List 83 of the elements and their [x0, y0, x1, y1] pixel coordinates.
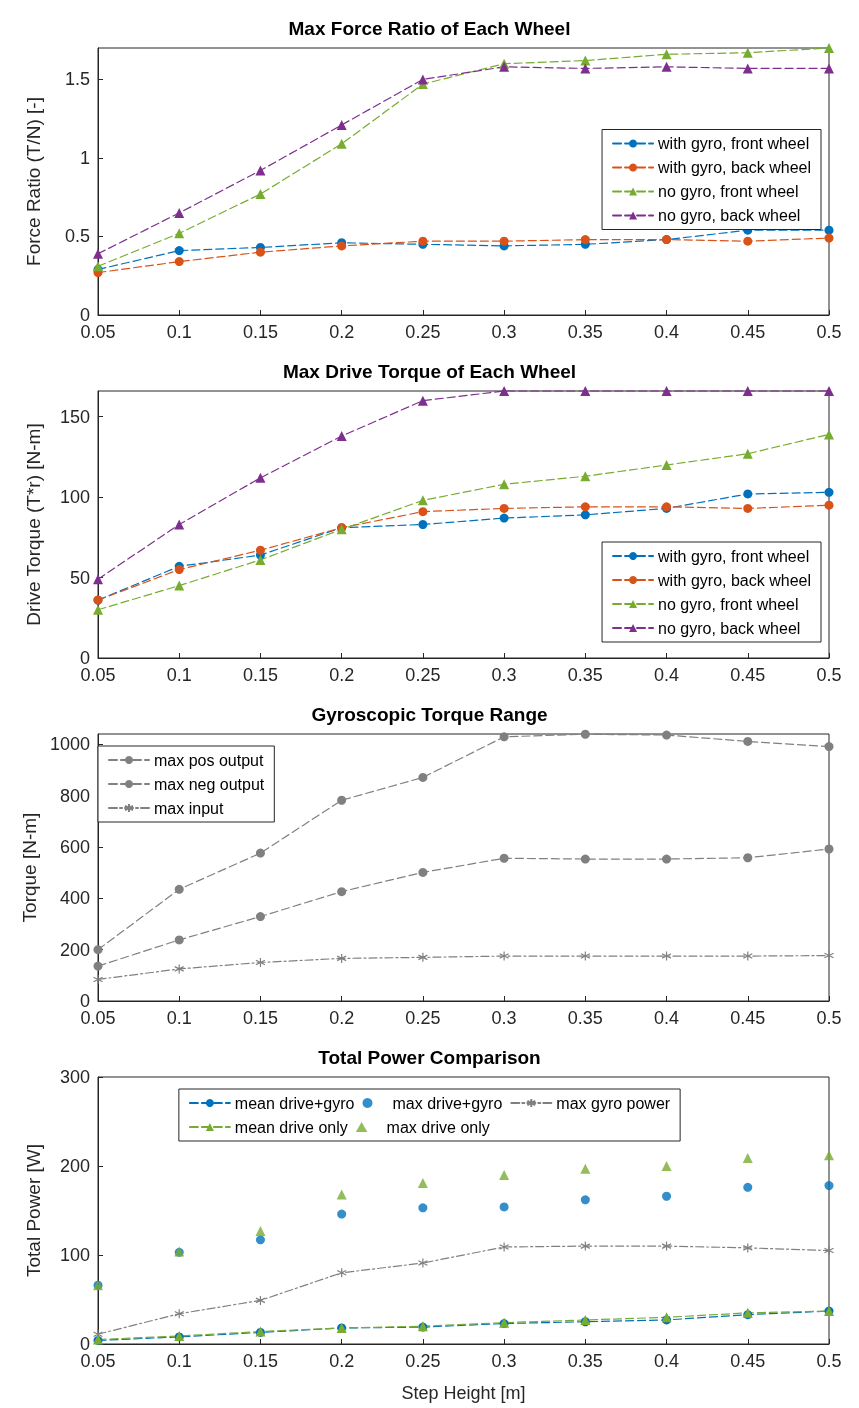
- y-tick-label: 300: [59, 1067, 90, 1087]
- legend-label: no gyro, back wheel: [658, 619, 801, 637]
- x-tick-label: 0.5: [816, 322, 842, 342]
- y-axis-title: Drive Torque (T*r) [N-m]: [23, 423, 44, 626]
- y-tick-label: 1: [79, 147, 90, 168]
- x-tick-label: 0.35: [567, 322, 603, 342]
- x-tick-label: 0.45: [730, 1351, 766, 1371]
- x-tick-label: 0.5: [816, 665, 842, 685]
- x-tick-label: 0.1: [166, 1008, 192, 1028]
- legend-label: max neg output: [154, 775, 265, 793]
- legend-label: max gyro power: [556, 1094, 671, 1112]
- chart-title: Total Power Comparison: [318, 1047, 541, 1068]
- y-tick-label: 0: [79, 1334, 90, 1354]
- x-tick-label: 0.3: [491, 1008, 517, 1028]
- legend-label: no gyro, front wheel: [658, 183, 799, 200]
- legend-label: max drive only: [386, 1118, 490, 1136]
- y-axis-title: Total Power [W]: [23, 1143, 44, 1278]
- x-tick-label: 0.35: [567, 1351, 603, 1371]
- legend-label: max drive+gyro: [392, 1094, 503, 1112]
- x-tick-label: 0.25: [405, 1351, 441, 1371]
- chart-title: Max Drive Torque of Each Wheel: [282, 361, 577, 382]
- x-tick-label: 0.2: [329, 665, 355, 685]
- x-tick-label: 0.25: [405, 665, 441, 685]
- x-tick-label: 0.5: [816, 1008, 842, 1028]
- x-tick-label: 0.05: [80, 322, 116, 342]
- chart-title: Max Force Ratio of Each Wheel: [288, 18, 571, 39]
- x-tick-label: 0.4: [654, 665, 680, 685]
- y-tick-label: 0.5: [64, 226, 90, 247]
- legend-label: mean drive only: [234, 1118, 348, 1136]
- x-tick-label: 0.1: [166, 322, 192, 342]
- y-tick-label: 200: [59, 1156, 90, 1176]
- y-tick-label: 100: [59, 1245, 90, 1265]
- chart-title: Gyroscopic Torque Range: [311, 704, 548, 725]
- x-tick-label: 0.35: [567, 1008, 603, 1028]
- x-tick-label: 0.15: [242, 1351, 278, 1371]
- x-tick-label: 0.4: [654, 322, 680, 342]
- x-tick-label: 0.2: [329, 1008, 355, 1028]
- legend-label: no gyro, back wheel: [658, 207, 801, 224]
- x-tick-label: 0.3: [491, 1351, 517, 1371]
- y-tick-label: 100: [59, 487, 90, 508]
- legend-label: with gyro, back wheel: [657, 159, 812, 176]
- y-tick-label: 600: [59, 836, 90, 857]
- x-tick-label: 0.25: [405, 322, 441, 342]
- x-tick-label: 0.2: [329, 322, 355, 342]
- legend-label: max input: [154, 799, 224, 817]
- x-tick-label: 0.2: [329, 1351, 355, 1371]
- legend-label: with gyro, front wheel: [657, 135, 810, 152]
- legend-label: no gyro, front wheel: [658, 595, 799, 613]
- legend-label: max pos output: [154, 751, 264, 769]
- x-tick-label: 0.45: [730, 1008, 766, 1028]
- y-tick-label: 1000: [49, 734, 90, 755]
- y-tick-label: 0: [79, 991, 90, 1011]
- legend-label: with gyro, front wheel: [657, 547, 810, 565]
- y-tick-label: 150: [59, 406, 90, 427]
- x-tick-label: 0.05: [80, 1008, 116, 1028]
- x-tick-label: 0.45: [730, 665, 766, 685]
- x-tick-label: 0.25: [405, 1008, 441, 1028]
- y-axis-title: Force Ratio (T/N) [-]: [23, 97, 44, 266]
- x-tick-label: 0.1: [166, 1351, 192, 1371]
- x-axis-title: Step Height [m]: [401, 1383, 526, 1403]
- x-tick-label: 0.1: [166, 665, 192, 685]
- y-tick-label: 800: [59, 785, 90, 806]
- x-tick-label: 0.4: [654, 1351, 680, 1371]
- x-tick-label: 0.5: [816, 1351, 842, 1371]
- y-tick-label: 400: [59, 888, 90, 909]
- y-tick-label: 200: [59, 939, 90, 960]
- y-tick-label: 0: [79, 305, 90, 325]
- x-tick-label: 0.35: [567, 665, 603, 685]
- x-tick-label: 0.15: [242, 322, 278, 342]
- x-tick-label: 0.15: [242, 1008, 278, 1028]
- y-tick-label: 50: [69, 567, 90, 588]
- x-tick-label: 0.15: [242, 665, 278, 685]
- x-tick-label: 0.3: [491, 665, 517, 685]
- x-tick-label: 0.05: [80, 1351, 116, 1371]
- y-tick-label: 1.5: [64, 69, 90, 90]
- x-tick-label: 0.4: [654, 1008, 680, 1028]
- x-tick-label: 0.45: [730, 322, 766, 342]
- x-tick-label: 0.05: [80, 665, 116, 685]
- y-axis-title: Torque [N-m]: [19, 812, 41, 923]
- legend-label: mean drive+gyro: [234, 1094, 355, 1112]
- y-tick-label: 0: [79, 648, 90, 668]
- legend-label: with gyro, back wheel: [657, 571, 812, 589]
- x-tick-label: 0.3: [491, 322, 517, 342]
